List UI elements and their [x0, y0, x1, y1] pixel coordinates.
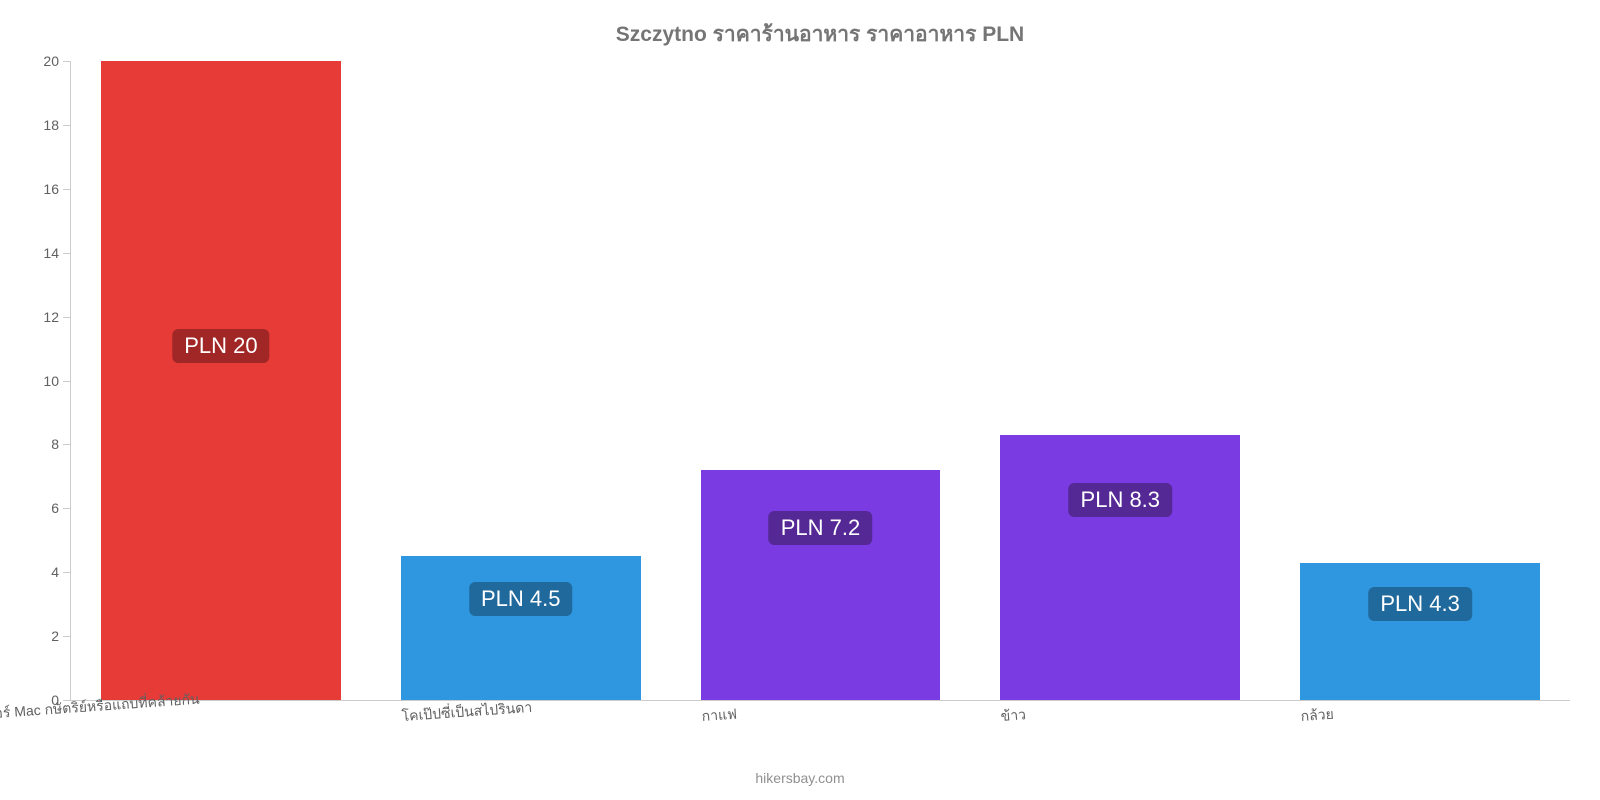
x-label-slot: กาแฟ [671, 700, 971, 740]
y-tick [63, 253, 71, 254]
y-tick-label: 16 [43, 181, 59, 197]
y-tick [63, 572, 71, 573]
y-tick-label: 20 [43, 53, 59, 69]
y-tick-label: 8 [51, 436, 59, 452]
y-tick [63, 61, 71, 62]
value-label: PLN 20 [172, 329, 269, 363]
y-tick-label: 6 [51, 500, 59, 516]
chart-title: Szczytno ราคาร้านอาหาร ราคาอาหาร PLN [70, 18, 1570, 51]
x-axis-label: ข้าว [1000, 704, 1027, 728]
chart-container: Szczytno ราคาร้านอาหาร ราคาอาหาร PLN PLN… [0, 0, 1600, 800]
bar: PLN 20 [101, 61, 341, 700]
y-tick-label: 18 [43, 117, 59, 133]
y-tick [63, 636, 71, 637]
value-label: PLN 4.3 [1368, 587, 1472, 621]
y-tick [63, 381, 71, 382]
x-axis-label: กาแฟ [701, 704, 738, 728]
bar-slot: PLN 7.2 [671, 61, 971, 700]
y-tick-label: 2 [51, 628, 59, 644]
x-axis-label: โคเป๊ปซี่เป็นสไปรินดา [401, 697, 533, 728]
value-label: PLN 8.3 [1069, 483, 1173, 517]
y-tick [63, 125, 71, 126]
y-tick-label: 0 [51, 692, 59, 708]
y-tick-label: 4 [51, 564, 59, 580]
x-axis-label: เบอร์เกอร์ Mac กษัตริย์หรือแถบที่คล้ายกั… [0, 689, 200, 728]
value-label: PLN 7.2 [769, 511, 873, 545]
chart-plot-area: PLN 20PLN 4.5PLN 7.2PLN 8.3PLN 4.3 เบอร์… [70, 61, 1570, 701]
x-label-slot: เบอร์เกอร์ Mac กษัตริย์หรือแถบที่คล้ายกั… [71, 700, 371, 740]
y-tick [63, 444, 71, 445]
chart-bars: PLN 20 PLN 4.5 PLN 7.2 PLN 8.3 PLN 4.3 [71, 61, 1570, 700]
x-label-slot: โคเป๊ปซี่เป็นสไปรินดา [371, 700, 671, 740]
bar-slot: PLN 20 [71, 61, 371, 700]
x-axis-label: กล้วย [1300, 704, 1335, 728]
y-tick [63, 189, 71, 190]
bar: PLN 4.3 [1300, 563, 1540, 700]
y-tick [63, 700, 71, 701]
y-tick-label: 12 [43, 309, 59, 325]
attribution-text: hikersbay.com [0, 770, 1600, 786]
bar-slot: PLN 4.3 [1270, 61, 1570, 700]
chart-x-labels: เบอร์เกอร์ Mac กษัตริย์หรือแถบที่คล้ายกั… [71, 700, 1570, 740]
x-label-slot: กล้วย [1270, 700, 1570, 740]
y-tick [63, 317, 71, 318]
y-tick-label: 10 [43, 373, 59, 389]
bar: PLN 4.5 [401, 556, 641, 700]
x-label-slot: ข้าว [970, 700, 1270, 740]
bar-slot: PLN 8.3 [970, 61, 1270, 700]
bar: PLN 8.3 [1000, 435, 1240, 700]
value-label: PLN 4.5 [469, 582, 573, 616]
bar: PLN 7.2 [701, 470, 941, 700]
y-tick [63, 508, 71, 509]
bar-slot: PLN 4.5 [371, 61, 671, 700]
y-tick-label: 14 [43, 245, 59, 261]
